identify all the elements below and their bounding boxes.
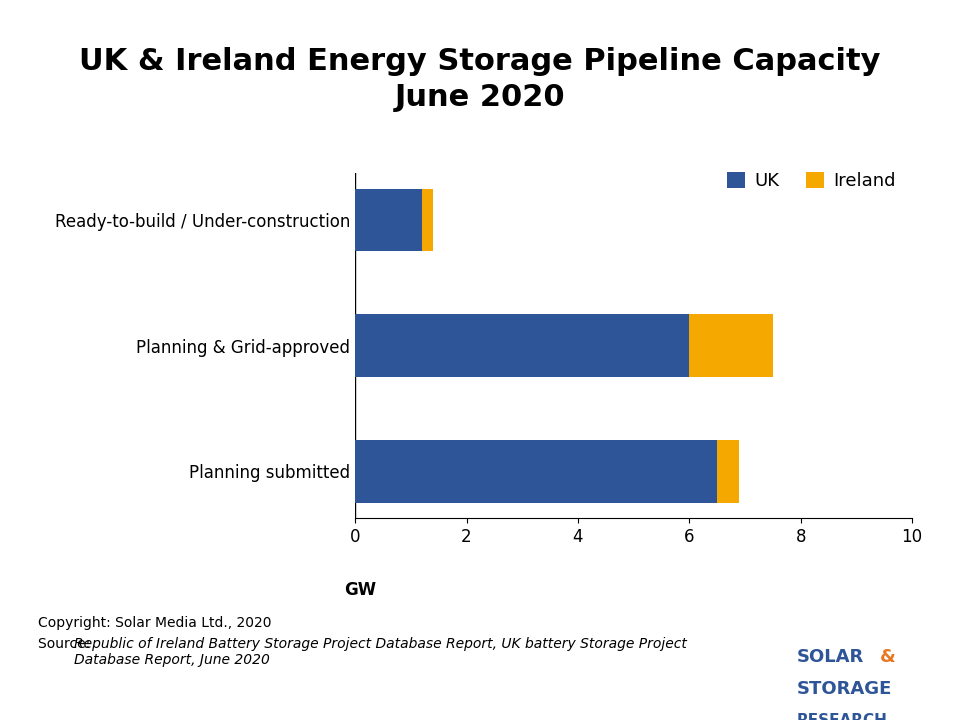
Text: Source:: Source: — [38, 637, 95, 651]
Bar — [355, 189, 422, 251]
Legend: UK, Ireland: UK, Ireland — [720, 165, 903, 197]
Text: SOLAR: SOLAR — [797, 648, 864, 666]
Bar — [717, 440, 739, 503]
Text: RESEARCH: RESEARCH — [797, 713, 888, 720]
Bar — [422, 189, 433, 251]
Bar — [355, 440, 717, 503]
Text: Copyright: Solar Media Ltd., 2020: Copyright: Solar Media Ltd., 2020 — [38, 616, 272, 629]
Text: STORAGE: STORAGE — [797, 680, 892, 698]
Text: June 2020: June 2020 — [395, 83, 565, 112]
Text: GW: GW — [344, 580, 376, 598]
Bar — [689, 314, 773, 377]
Bar — [355, 314, 689, 377]
Text: UK & Ireland Energy Storage Pipeline Capacity: UK & Ireland Energy Storage Pipeline Cap… — [80, 47, 880, 76]
Text: Republic of Ireland Battery Storage Project Database Report, UK battery Storage : Republic of Ireland Battery Storage Proj… — [74, 637, 686, 667]
Text: &: & — [880, 648, 896, 666]
